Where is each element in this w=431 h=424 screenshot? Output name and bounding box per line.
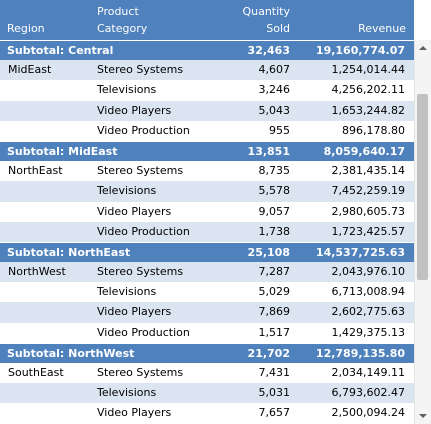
cell-revenue: 8,059,640.17	[323, 144, 405, 158]
cell-revenue: 2,381,435.14	[331, 164, 405, 178]
cell-revenue: 1,653,244.82	[331, 103, 405, 117]
table-row[interactable]: NorthWest Stereo Systems 7,287 2,043,976.10	[0, 262, 414, 283]
subtotal-row[interactable]: Subtotal: Central 32,463 19,160,774.07	[0, 40, 414, 61]
cell-quantity-sold: 955	[269, 123, 290, 137]
cell-quantity-sold: 9,057	[258, 204, 291, 218]
cell-product-category: Stereo Systems	[97, 366, 184, 379]
cell-quantity-sold: 5,029	[258, 285, 291, 299]
subtotal-row[interactable]: Subtotal: NorthWest 21,702 12,789,135.80	[0, 342, 414, 363]
scroll-down-button[interactable]	[415, 408, 431, 424]
column-header-revenue[interactable]: Revenue	[358, 22, 406, 35]
cell-product-category: Video Production	[97, 123, 190, 137]
cell-revenue: 2,034,149.11	[331, 366, 405, 379]
cell-product-category: Televisions	[97, 83, 157, 97]
cell-product-category: Video Players	[97, 406, 172, 420]
cell-revenue: 6,793,602.47	[331, 386, 405, 400]
cell-quantity-sold: 13,851	[247, 144, 290, 158]
chevron-down-icon	[419, 414, 427, 418]
subtotal-label: Subtotal: Central	[7, 44, 114, 57]
cell-revenue: 19,160,774.07	[315, 44, 405, 57]
cell-quantity-sold: 5,578	[258, 184, 291, 198]
cell-revenue: 6,713,008.94	[331, 285, 405, 299]
column-header-region[interactable]: Region	[7, 22, 45, 35]
table-row[interactable]: SouthEast Stereo Systems 7,431 2,034,149.11	[0, 363, 414, 384]
cell-product-category: Televisions	[97, 386, 157, 400]
cell-quantity-sold: 7,869	[258, 305, 291, 319]
table-row[interactable]: Televisions 5,031 6,793,602.47	[0, 383, 414, 404]
cell-revenue: 896,178.80	[342, 123, 405, 137]
cell-quantity-sold: 7,657	[258, 406, 291, 420]
cell-product-category: Video Players	[97, 103, 172, 117]
cell-product-category: Video Players	[97, 204, 172, 218]
table-row[interactable]: Video Production 1,517 1,429,375.13	[0, 322, 414, 343]
cell-quantity-sold: 3,246	[258, 83, 291, 97]
cell-region: SouthEast	[8, 366, 64, 379]
cell-revenue: 7,452,259.19	[331, 184, 405, 198]
cell-quantity-sold: 32,463	[247, 44, 290, 57]
table-row[interactable]: MidEast Stereo Systems 4,607 1,254,014.44	[0, 60, 414, 81]
table-row[interactable]: Televisions 5,029 6,713,008.94	[0, 282, 414, 303]
cell-quantity-sold: 1,738	[258, 224, 291, 238]
cell-product-category: Video Production	[97, 325, 190, 339]
cell-product-category: Video Players	[97, 305, 172, 319]
table-row[interactable]: Televisions 3,246 4,256,202.11	[0, 80, 414, 101]
scrollbar-thumb[interactable]	[417, 94, 428, 280]
cell-revenue: 2,500,094.24	[331, 406, 405, 420]
column-header-product-line2[interactable]: Category	[97, 22, 148, 35]
cell-revenue: 1,429,375.13	[331, 325, 405, 339]
cell-product-category: Stereo Systems	[97, 265, 184, 279]
cell-quantity-sold: 21,702	[247, 346, 290, 360]
subtotal-label: Subtotal: NorthEast	[7, 245, 131, 259]
subtotal-row[interactable]: Subtotal: MidEast 13,851 8,059,640.17	[0, 140, 414, 162]
cell-product-category: Video Production	[97, 224, 190, 238]
table-row[interactable]: Televisions 5,578 7,452,259.19	[0, 181, 414, 202]
subtotal-label: Subtotal: MidEast	[7, 144, 118, 158]
scroll-up-button[interactable]	[415, 40, 431, 56]
cell-quantity-sold: 5,043	[258, 103, 291, 117]
column-header-quantity-line2[interactable]: Sold	[266, 22, 290, 35]
cell-revenue: 14,537,725.63	[315, 245, 405, 259]
cell-revenue: 12,789,135.80	[315, 346, 405, 360]
cell-product-category: Televisions	[97, 285, 157, 299]
table-row[interactable]: Video Players 7,869 2,602,775.63	[0, 302, 414, 323]
cell-quantity-sold: 5,031	[258, 386, 291, 400]
cell-quantity-sold: 4,607	[258, 63, 291, 77]
cell-revenue: 1,723,425.57	[331, 224, 405, 238]
table-body: Subtotal: Central 32,463 19,160,774.07 MidE…	[0, 40, 414, 424]
table-row[interactable]: Video Players 7,657 2,500,094.24	[0, 403, 414, 424]
table-row[interactable]: Video Players 9,057 2,980,605.73	[0, 201, 414, 222]
cell-revenue: 2,043,976.10	[331, 265, 405, 279]
column-header-product-line1[interactable]: Product	[97, 5, 139, 18]
cell-region: NorthWest	[8, 265, 66, 279]
column-header-row: Region Product Category Quantity Sold Re…	[0, 0, 414, 40]
cell-revenue: 2,602,775.63	[331, 305, 405, 319]
cell-revenue: 2,980,605.73	[331, 204, 405, 218]
cell-quantity-sold: 7,287	[258, 265, 291, 279]
chevron-up-icon	[419, 46, 427, 50]
cell-revenue: 1,254,014.44	[331, 63, 405, 77]
table-row[interactable]: Video Players 5,043 1,653,244.82	[0, 100, 414, 121]
cell-quantity-sold: 7,431	[258, 366, 291, 379]
cell-revenue: 4,256,202.11	[331, 83, 405, 97]
table-row[interactable]: Video Production 1,738 1,723,425.57	[0, 221, 414, 242]
cell-quantity-sold: 25,108	[247, 245, 290, 259]
cell-product-category: Stereo Systems	[97, 63, 184, 77]
cell-region: NorthEast	[8, 164, 63, 178]
column-header-quantity-line1[interactable]: Quantity	[242, 5, 290, 18]
table-row[interactable]: NorthEast Stereo Systems 8,735 2,381,435.14	[0, 161, 414, 182]
cell-product-category: Televisions	[97, 184, 157, 198]
subtotal-row[interactable]: Subtotal: NorthEast 25,108 14,537,725.63	[0, 241, 414, 263]
subtotal-label: Subtotal: NorthWest	[7, 346, 135, 360]
cell-region: MidEast	[8, 63, 52, 77]
vertical-scrollbar[interactable]	[414, 40, 431, 424]
table-row[interactable]: Video Production 955 896,178.80	[0, 120, 414, 141]
cell-product-category: Stereo Systems	[97, 164, 184, 178]
cell-quantity-sold: 8,735	[258, 164, 291, 178]
cell-quantity-sold: 1,517	[258, 325, 291, 339]
